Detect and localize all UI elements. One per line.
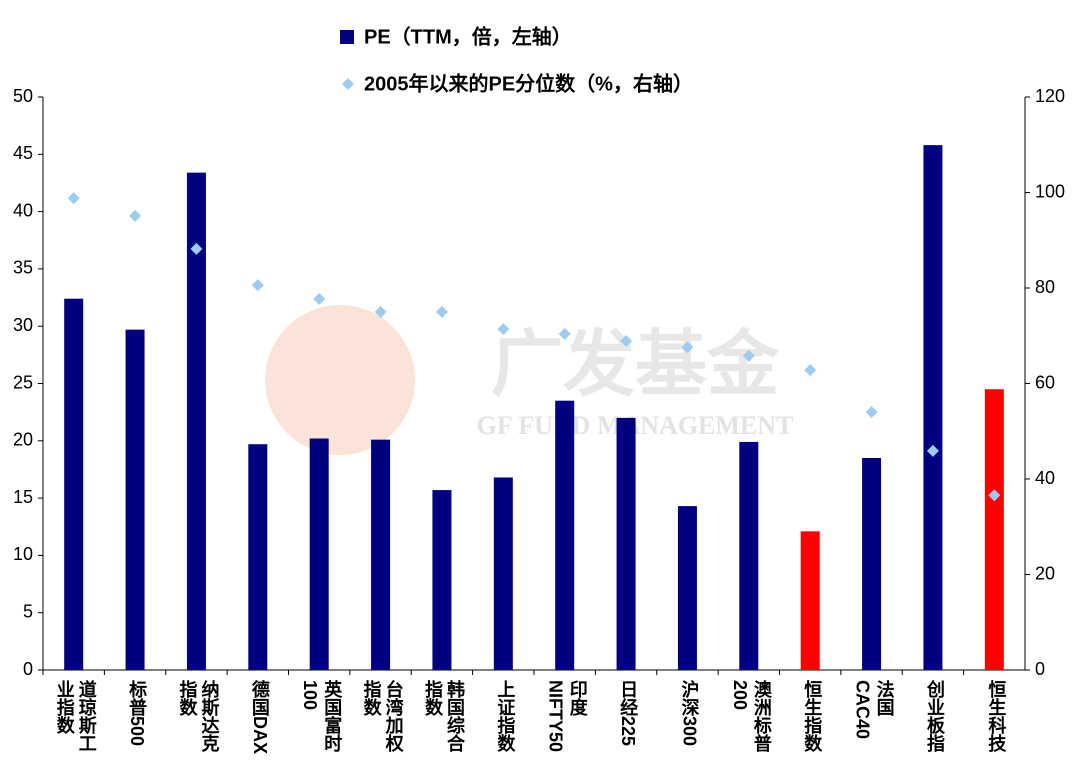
y-tick-label: 5 xyxy=(23,601,33,621)
bar xyxy=(371,439,391,670)
point xyxy=(251,279,264,292)
y-tick-label: 15 xyxy=(13,487,33,507)
watermark-text: 广发基金 xyxy=(491,325,780,405)
point xyxy=(190,242,203,255)
watermark-logo xyxy=(265,305,415,455)
x-tick-label: 上证指数 xyxy=(495,680,516,752)
y-tick-label: 0 xyxy=(23,659,33,679)
point xyxy=(374,305,387,318)
y-tick-label: 35 xyxy=(13,258,33,278)
bar xyxy=(739,441,759,670)
y2-tick-label: 0 xyxy=(1035,659,1045,679)
point xyxy=(804,364,817,377)
x-tick-label: 英国富时100 xyxy=(300,680,343,752)
point xyxy=(435,305,448,318)
x-tick-label: 沪深300 xyxy=(679,680,700,747)
x-tick-label: 恒生科技 xyxy=(986,680,1007,752)
x-tick-label: 标普500 xyxy=(127,680,148,747)
y2-tick-label: 100 xyxy=(1035,181,1065,201)
x-tick-label: 纳斯达克指数 xyxy=(177,680,220,752)
x-tick-label: 恒生指数 xyxy=(802,680,823,752)
y2-tick-label: 40 xyxy=(1035,468,1055,488)
point xyxy=(742,349,755,362)
y2-tick-label: 20 xyxy=(1035,563,1055,583)
y2-tick-label: 60 xyxy=(1035,372,1055,392)
x-tick-label: 韩国综合指数 xyxy=(422,680,465,752)
legend-marker xyxy=(340,30,354,44)
x-tick-label: 日经225 xyxy=(618,680,639,747)
y-tick-label: 10 xyxy=(13,544,33,564)
x-tick-label: 道琼斯工业指数 xyxy=(54,680,97,752)
x-tick-label: 德国DAX xyxy=(249,680,270,755)
point xyxy=(497,323,510,336)
bar xyxy=(616,417,636,670)
x-tick-label: 台湾加权指数 xyxy=(361,680,404,752)
y-tick-label: 45 xyxy=(13,143,33,163)
bar xyxy=(125,329,145,670)
x-tick-label: 创业板指 xyxy=(924,680,945,752)
point xyxy=(558,327,571,340)
y-tick-label: 40 xyxy=(13,200,33,220)
point xyxy=(620,335,633,348)
bar xyxy=(64,298,84,670)
x-tick-label: 印度NIFTY50 xyxy=(545,680,588,753)
x-tick-label: 澳洲标普200 xyxy=(729,680,772,752)
y2-tick-label: 120 xyxy=(1035,86,1065,106)
y-tick-label: 50 xyxy=(13,86,33,106)
point xyxy=(926,444,939,457)
legend-label: 2005年以来的PE分位数（%，右轴） xyxy=(364,71,693,95)
bar xyxy=(493,477,513,670)
bar xyxy=(923,145,943,670)
point xyxy=(681,341,694,354)
bar xyxy=(309,438,329,670)
y-tick-label: 25 xyxy=(13,372,33,392)
legend-label: PE（TTM，倍，左轴） xyxy=(364,24,572,48)
bar xyxy=(555,400,575,670)
point xyxy=(988,489,1001,502)
bar xyxy=(248,444,268,670)
point xyxy=(129,209,142,222)
point xyxy=(67,192,80,205)
bar xyxy=(800,531,820,670)
bar xyxy=(677,506,697,670)
y-tick-label: 30 xyxy=(13,315,33,335)
bar xyxy=(862,457,882,670)
legend-marker xyxy=(342,78,354,90)
bar xyxy=(432,490,452,670)
point xyxy=(313,292,326,305)
y2-tick-label: 80 xyxy=(1035,277,1055,297)
x-tick-label: 法国CAC40 xyxy=(852,680,895,740)
bar xyxy=(984,389,1004,670)
y-tick-label: 20 xyxy=(13,430,33,450)
bar xyxy=(186,172,206,671)
point xyxy=(865,406,878,419)
